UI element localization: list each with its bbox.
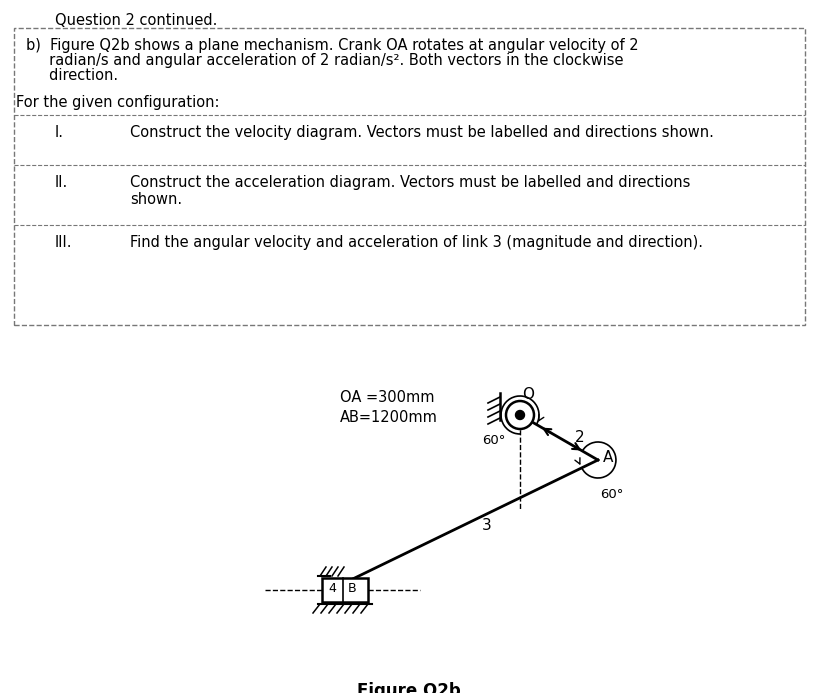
- Bar: [14, 28, 805, 325]
- Text: radian/s and angular acceleration of 2 radian/s². Both vectors in the clockwise: radian/s and angular acceleration of 2 r…: [26, 53, 623, 68]
- Text: 2: 2: [575, 430, 585, 444]
- Text: direction.: direction.: [26, 68, 118, 83]
- Text: 60°: 60°: [482, 434, 505, 446]
- Bar: [322, 578, 368, 602]
- Text: 4: 4: [328, 583, 336, 595]
- Text: For the given configuration:: For the given configuration:: [16, 95, 219, 110]
- Circle shape: [506, 401, 534, 429]
- Text: Find the angular velocity and acceleration of link 3 (magnitude and direction).: Find the angular velocity and accelerati…: [130, 235, 703, 250]
- Text: O: O: [522, 387, 534, 402]
- Text: A: A: [603, 450, 613, 466]
- Text: Figure Q2b: Figure Q2b: [357, 682, 461, 693]
- Circle shape: [515, 410, 524, 419]
- Text: I.: I.: [55, 125, 64, 140]
- Text: Construct the velocity diagram. Vectors must be labelled and directions shown.: Construct the velocity diagram. Vectors …: [130, 125, 714, 140]
- Text: 3: 3: [482, 518, 491, 532]
- Text: Construct the acceleration diagram. Vectors must be labelled and directions
show: Construct the acceleration diagram. Vect…: [130, 175, 690, 207]
- Text: AB=1200mm: AB=1200mm: [340, 410, 438, 425]
- Text: OA =300mm: OA =300mm: [340, 390, 435, 405]
- Text: Question 2 continued.: Question 2 continued.: [55, 13, 217, 28]
- Text: b)  Figure Q2b shows a plane mechanism. Crank OA rotates at angular velocity of : b) Figure Q2b shows a plane mechanism. C…: [26, 38, 639, 53]
- Text: B: B: [348, 583, 356, 595]
- Text: III.: III.: [55, 235, 73, 250]
- Text: II.: II.: [55, 175, 68, 190]
- Text: 60°: 60°: [600, 487, 623, 500]
